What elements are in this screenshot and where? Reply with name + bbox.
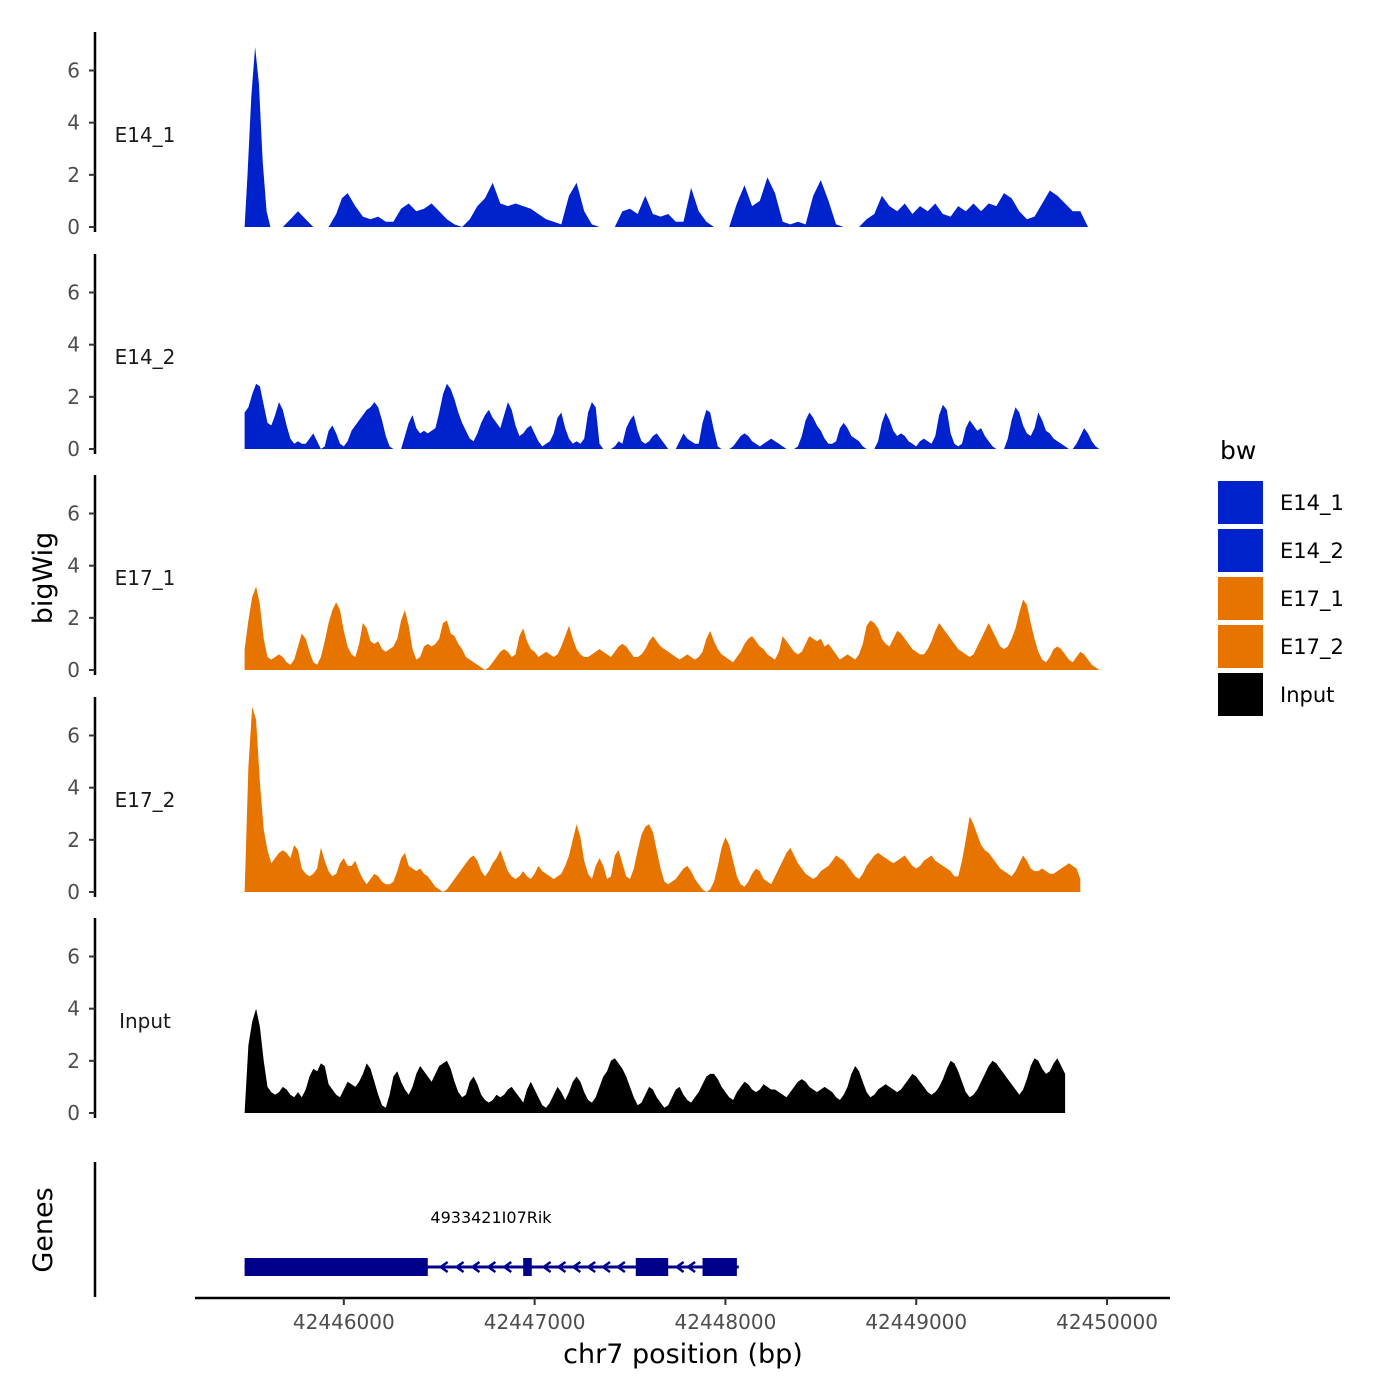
legend-title: bw <box>1220 436 1256 465</box>
legend-label: Input <box>1280 683 1334 707</box>
coverage-area <box>794 412 867 449</box>
strand-arrow <box>541 1260 552 1274</box>
gene-exon <box>702 1258 737 1276</box>
x-tick-label: 42446000 <box>293 1310 395 1334</box>
y-tick-label: 4 <box>67 333 80 357</box>
legend: bw E14_1 E14_2 E17_1 E17_2 Input <box>1218 436 1344 716</box>
x-axis-title: chr7 position (bp) <box>563 1339 803 1370</box>
strand-arrow <box>685 1260 696 1274</box>
y-tick-label: 2 <box>67 1049 80 1073</box>
y-tick-label: 6 <box>67 945 80 969</box>
strand-arrow <box>438 1260 449 1274</box>
track-label: E14_2 <box>115 345 176 369</box>
legend-label: E14_2 <box>1280 539 1344 564</box>
coverage-area <box>401 383 604 449</box>
y-tick-label: 6 <box>67 281 80 305</box>
genes-layer: Genes 4933421I07Rik <box>28 1162 739 1297</box>
x-tick-label: 42449000 <box>865 1310 967 1334</box>
track-label: E14_1 <box>115 123 176 147</box>
coverage-area <box>244 47 271 227</box>
gene-name-label: 4933421I07Rik <box>430 1208 552 1227</box>
strand-arrow <box>674 1260 685 1274</box>
track-label: Input <box>119 1009 171 1033</box>
y-tick-label: 0 <box>67 658 80 682</box>
legend-swatch <box>1218 481 1263 524</box>
y-tick-label: 2 <box>67 606 80 630</box>
x-tick-label: 42448000 <box>675 1310 777 1334</box>
legend-swatch <box>1218 529 1263 572</box>
coverage-area <box>859 190 1088 227</box>
y-tick-label: 6 <box>67 59 80 83</box>
y-tick-label: 0 <box>67 1101 80 1125</box>
track-label: E17_1 <box>115 566 176 590</box>
y-tick-label: 6 <box>67 724 80 748</box>
coverage-area <box>614 187 714 227</box>
coverage-area <box>610 415 669 449</box>
tracks-layer: 0 2 4 6 E14_1 0 2 4 6 E14_2 0 2 4 6 E17_1 0 2 4 6 E17_2 0 2 4 6… <box>67 32 1100 1125</box>
gene-exon <box>244 1258 428 1276</box>
y-tick-label: 2 <box>67 828 80 852</box>
strand-arrow <box>615 1260 626 1274</box>
gene-exon <box>523 1258 532 1276</box>
y-tick-label: 0 <box>67 880 80 904</box>
coverage-area <box>675 409 722 449</box>
x-tick-label: 42447000 <box>484 1310 586 1334</box>
track-e17-1: 0 2 4 6 E17_1 <box>67 475 1100 682</box>
y-tick-label: 2 <box>67 385 80 409</box>
coverage-area <box>729 177 844 227</box>
coverage-area <box>244 586 1100 670</box>
strand-arrow <box>556 1260 567 1274</box>
legend-label: E14_1 <box>1280 491 1344 516</box>
y-tick-label: 4 <box>67 997 80 1021</box>
coverage-area <box>282 211 314 227</box>
legend-swatch <box>1218 673 1263 716</box>
strand-arrow <box>586 1260 596 1274</box>
strand-arrow <box>600 1260 611 1274</box>
track-input: 0 2 4 6 Input <box>67 918 1066 1125</box>
track-e14-2: 0 2 4 6 E14_2 <box>67 254 1100 461</box>
y-tick-label: 2 <box>67 163 80 187</box>
x-axis: 42446000 42447000 42448000 42449000 42450000 <box>195 1296 1170 1334</box>
coverage-area <box>244 1008 1066 1113</box>
track-label: E17_2 <box>115 788 176 812</box>
coverage-area <box>874 404 997 449</box>
legend-item: E14_2 <box>1218 529 1344 572</box>
y-tick-label: 0 <box>67 437 80 461</box>
strand-arrow <box>571 1260 582 1274</box>
x-tick-label: 42450000 <box>1056 1310 1158 1334</box>
legend-label: E17_1 <box>1280 587 1344 612</box>
y-tick-label: 4 <box>67 111 80 135</box>
strand-arrow <box>502 1260 513 1274</box>
y-tick-label: 4 <box>67 554 80 578</box>
legend-item: E14_1 <box>1218 481 1344 524</box>
legend-swatch <box>1218 577 1263 620</box>
coverage-area <box>1004 407 1100 449</box>
coverage-area <box>244 706 1081 892</box>
strand-arrow <box>486 1260 497 1274</box>
legend-item: E17_1 <box>1218 577 1344 620</box>
track-e14-1: 0 2 4 6 E14_1 <box>67 32 1088 239</box>
coverage-area <box>729 433 787 449</box>
y-tick-label: 4 <box>67 776 80 800</box>
y-axis-title: bigWig <box>28 532 59 625</box>
legend-item: Input <box>1218 673 1334 716</box>
legend-item: E17_2 <box>1218 625 1344 668</box>
gene-exon <box>635 1258 669 1276</box>
legend-label: E17_2 <box>1280 635 1344 660</box>
track-e17-2: 0 2 4 6 E17_2 <box>67 697 1081 904</box>
strand-arrow <box>454 1260 465 1274</box>
genes-track-title: Genes <box>28 1187 59 1272</box>
y-tick-label: 6 <box>67 502 80 526</box>
coverage-area <box>244 383 394 449</box>
strand-arrow <box>470 1260 481 1274</box>
coverage-area <box>328 182 600 227</box>
legend-swatch <box>1218 625 1263 668</box>
y-tick-label: 0 <box>67 215 80 239</box>
